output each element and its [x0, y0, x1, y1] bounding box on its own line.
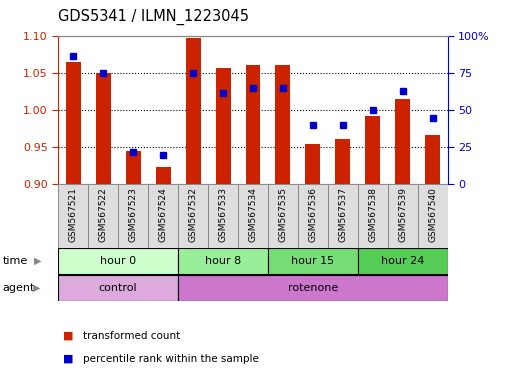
Text: ▶: ▶	[33, 283, 40, 293]
FancyBboxPatch shape	[208, 184, 237, 248]
Text: percentile rank within the sample: percentile rank within the sample	[83, 354, 259, 364]
Text: GSM567538: GSM567538	[368, 187, 377, 242]
Bar	[425, 135, 439, 184]
FancyBboxPatch shape	[268, 184, 297, 248]
Text: GSM567522: GSM567522	[98, 187, 108, 242]
FancyBboxPatch shape	[357, 248, 447, 274]
Text: GSM567537: GSM567537	[338, 187, 347, 242]
Text: hour 8: hour 8	[205, 256, 241, 266]
Text: GSM567535: GSM567535	[278, 187, 287, 242]
Text: hour 0: hour 0	[100, 256, 136, 266]
FancyBboxPatch shape	[58, 248, 178, 274]
Text: GSM567523: GSM567523	[128, 187, 137, 242]
Bar	[125, 151, 140, 184]
FancyBboxPatch shape	[417, 184, 447, 248]
Bar	[66, 62, 80, 184]
FancyBboxPatch shape	[357, 184, 387, 248]
Bar	[185, 38, 200, 184]
Bar	[335, 139, 349, 184]
FancyBboxPatch shape	[58, 184, 88, 248]
FancyBboxPatch shape	[178, 248, 268, 274]
FancyBboxPatch shape	[88, 184, 118, 248]
Text: GSM567533: GSM567533	[218, 187, 227, 242]
Bar	[275, 65, 290, 184]
Bar	[156, 167, 170, 184]
Text: rotenone: rotenone	[287, 283, 337, 293]
Text: hour 15: hour 15	[291, 256, 334, 266]
FancyBboxPatch shape	[178, 184, 208, 248]
Bar	[95, 73, 111, 184]
Text: ■: ■	[63, 331, 74, 341]
Text: GSM567532: GSM567532	[188, 187, 197, 242]
Text: GSM567534: GSM567534	[248, 187, 257, 242]
FancyBboxPatch shape	[118, 184, 148, 248]
Text: transformed count: transformed count	[83, 331, 180, 341]
Text: ▶: ▶	[34, 256, 42, 266]
FancyBboxPatch shape	[148, 184, 178, 248]
Text: ■: ■	[63, 354, 74, 364]
Bar	[394, 99, 410, 184]
Bar	[305, 144, 320, 184]
Bar	[365, 116, 380, 184]
Text: time: time	[3, 256, 28, 266]
Text: GSM567521: GSM567521	[69, 187, 78, 242]
Text: control: control	[98, 283, 137, 293]
Text: agent: agent	[3, 283, 35, 293]
FancyBboxPatch shape	[178, 275, 447, 301]
FancyBboxPatch shape	[387, 184, 417, 248]
Text: GSM567540: GSM567540	[427, 187, 436, 242]
Text: GDS5341 / ILMN_1223045: GDS5341 / ILMN_1223045	[58, 9, 248, 25]
Text: GSM567524: GSM567524	[158, 187, 167, 242]
FancyBboxPatch shape	[58, 275, 178, 301]
Text: GSM567539: GSM567539	[397, 187, 407, 242]
Text: GSM567536: GSM567536	[308, 187, 317, 242]
FancyBboxPatch shape	[327, 184, 357, 248]
FancyBboxPatch shape	[268, 248, 357, 274]
FancyBboxPatch shape	[237, 184, 268, 248]
Bar	[245, 65, 260, 184]
Bar	[215, 68, 230, 184]
Text: hour 24: hour 24	[380, 256, 424, 266]
FancyBboxPatch shape	[297, 184, 327, 248]
